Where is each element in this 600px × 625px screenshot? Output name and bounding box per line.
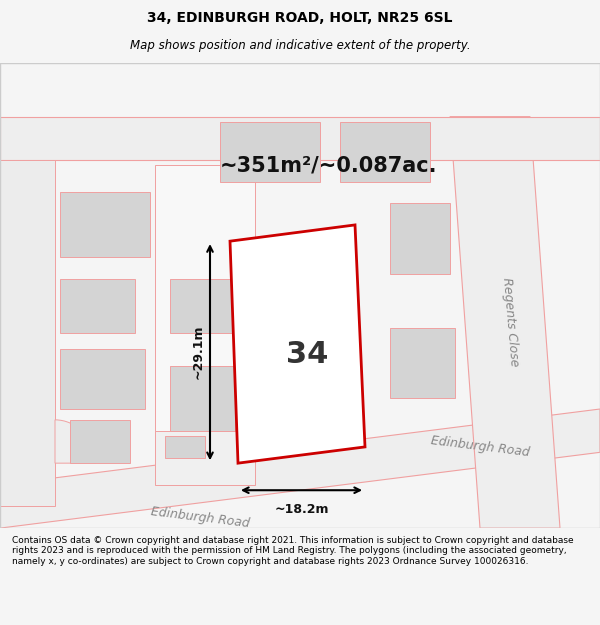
Bar bbox=[155, 166, 255, 469]
Text: Contains OS data © Crown copyright and database right 2021. This information is : Contains OS data © Crown copyright and d… bbox=[12, 536, 574, 566]
Bar bbox=[390, 328, 455, 398]
Polygon shape bbox=[0, 409, 600, 528]
Bar bbox=[390, 203, 450, 274]
Polygon shape bbox=[0, 117, 600, 160]
Polygon shape bbox=[230, 225, 365, 463]
Text: Edinburgh Road: Edinburgh Road bbox=[430, 434, 530, 459]
Bar bbox=[60, 279, 135, 333]
Polygon shape bbox=[450, 117, 560, 528]
Text: ~29.1m: ~29.1m bbox=[191, 325, 205, 379]
Wedge shape bbox=[55, 420, 95, 463]
Bar bbox=[340, 122, 430, 182]
Text: Regents Close: Regents Close bbox=[500, 278, 520, 368]
Text: 34, EDINBURGH ROAD, HOLT, NR25 6SL: 34, EDINBURGH ROAD, HOLT, NR25 6SL bbox=[147, 11, 453, 24]
Bar bbox=[60, 192, 150, 258]
Bar bbox=[60, 349, 145, 409]
Text: ~18.2m: ~18.2m bbox=[274, 503, 329, 516]
Bar bbox=[170, 366, 235, 431]
Text: 34: 34 bbox=[286, 341, 328, 369]
Bar bbox=[0, 160, 55, 506]
Text: Edinburgh Road: Edinburgh Road bbox=[150, 505, 250, 530]
Bar bbox=[155, 431, 255, 485]
Bar bbox=[165, 436, 205, 457]
Text: ~351m²/~0.087ac.: ~351m²/~0.087ac. bbox=[220, 156, 437, 176]
Bar bbox=[70, 420, 130, 463]
Text: Map shows position and indicative extent of the property.: Map shows position and indicative extent… bbox=[130, 39, 470, 51]
Bar bbox=[220, 122, 320, 182]
Bar bbox=[170, 279, 235, 333]
